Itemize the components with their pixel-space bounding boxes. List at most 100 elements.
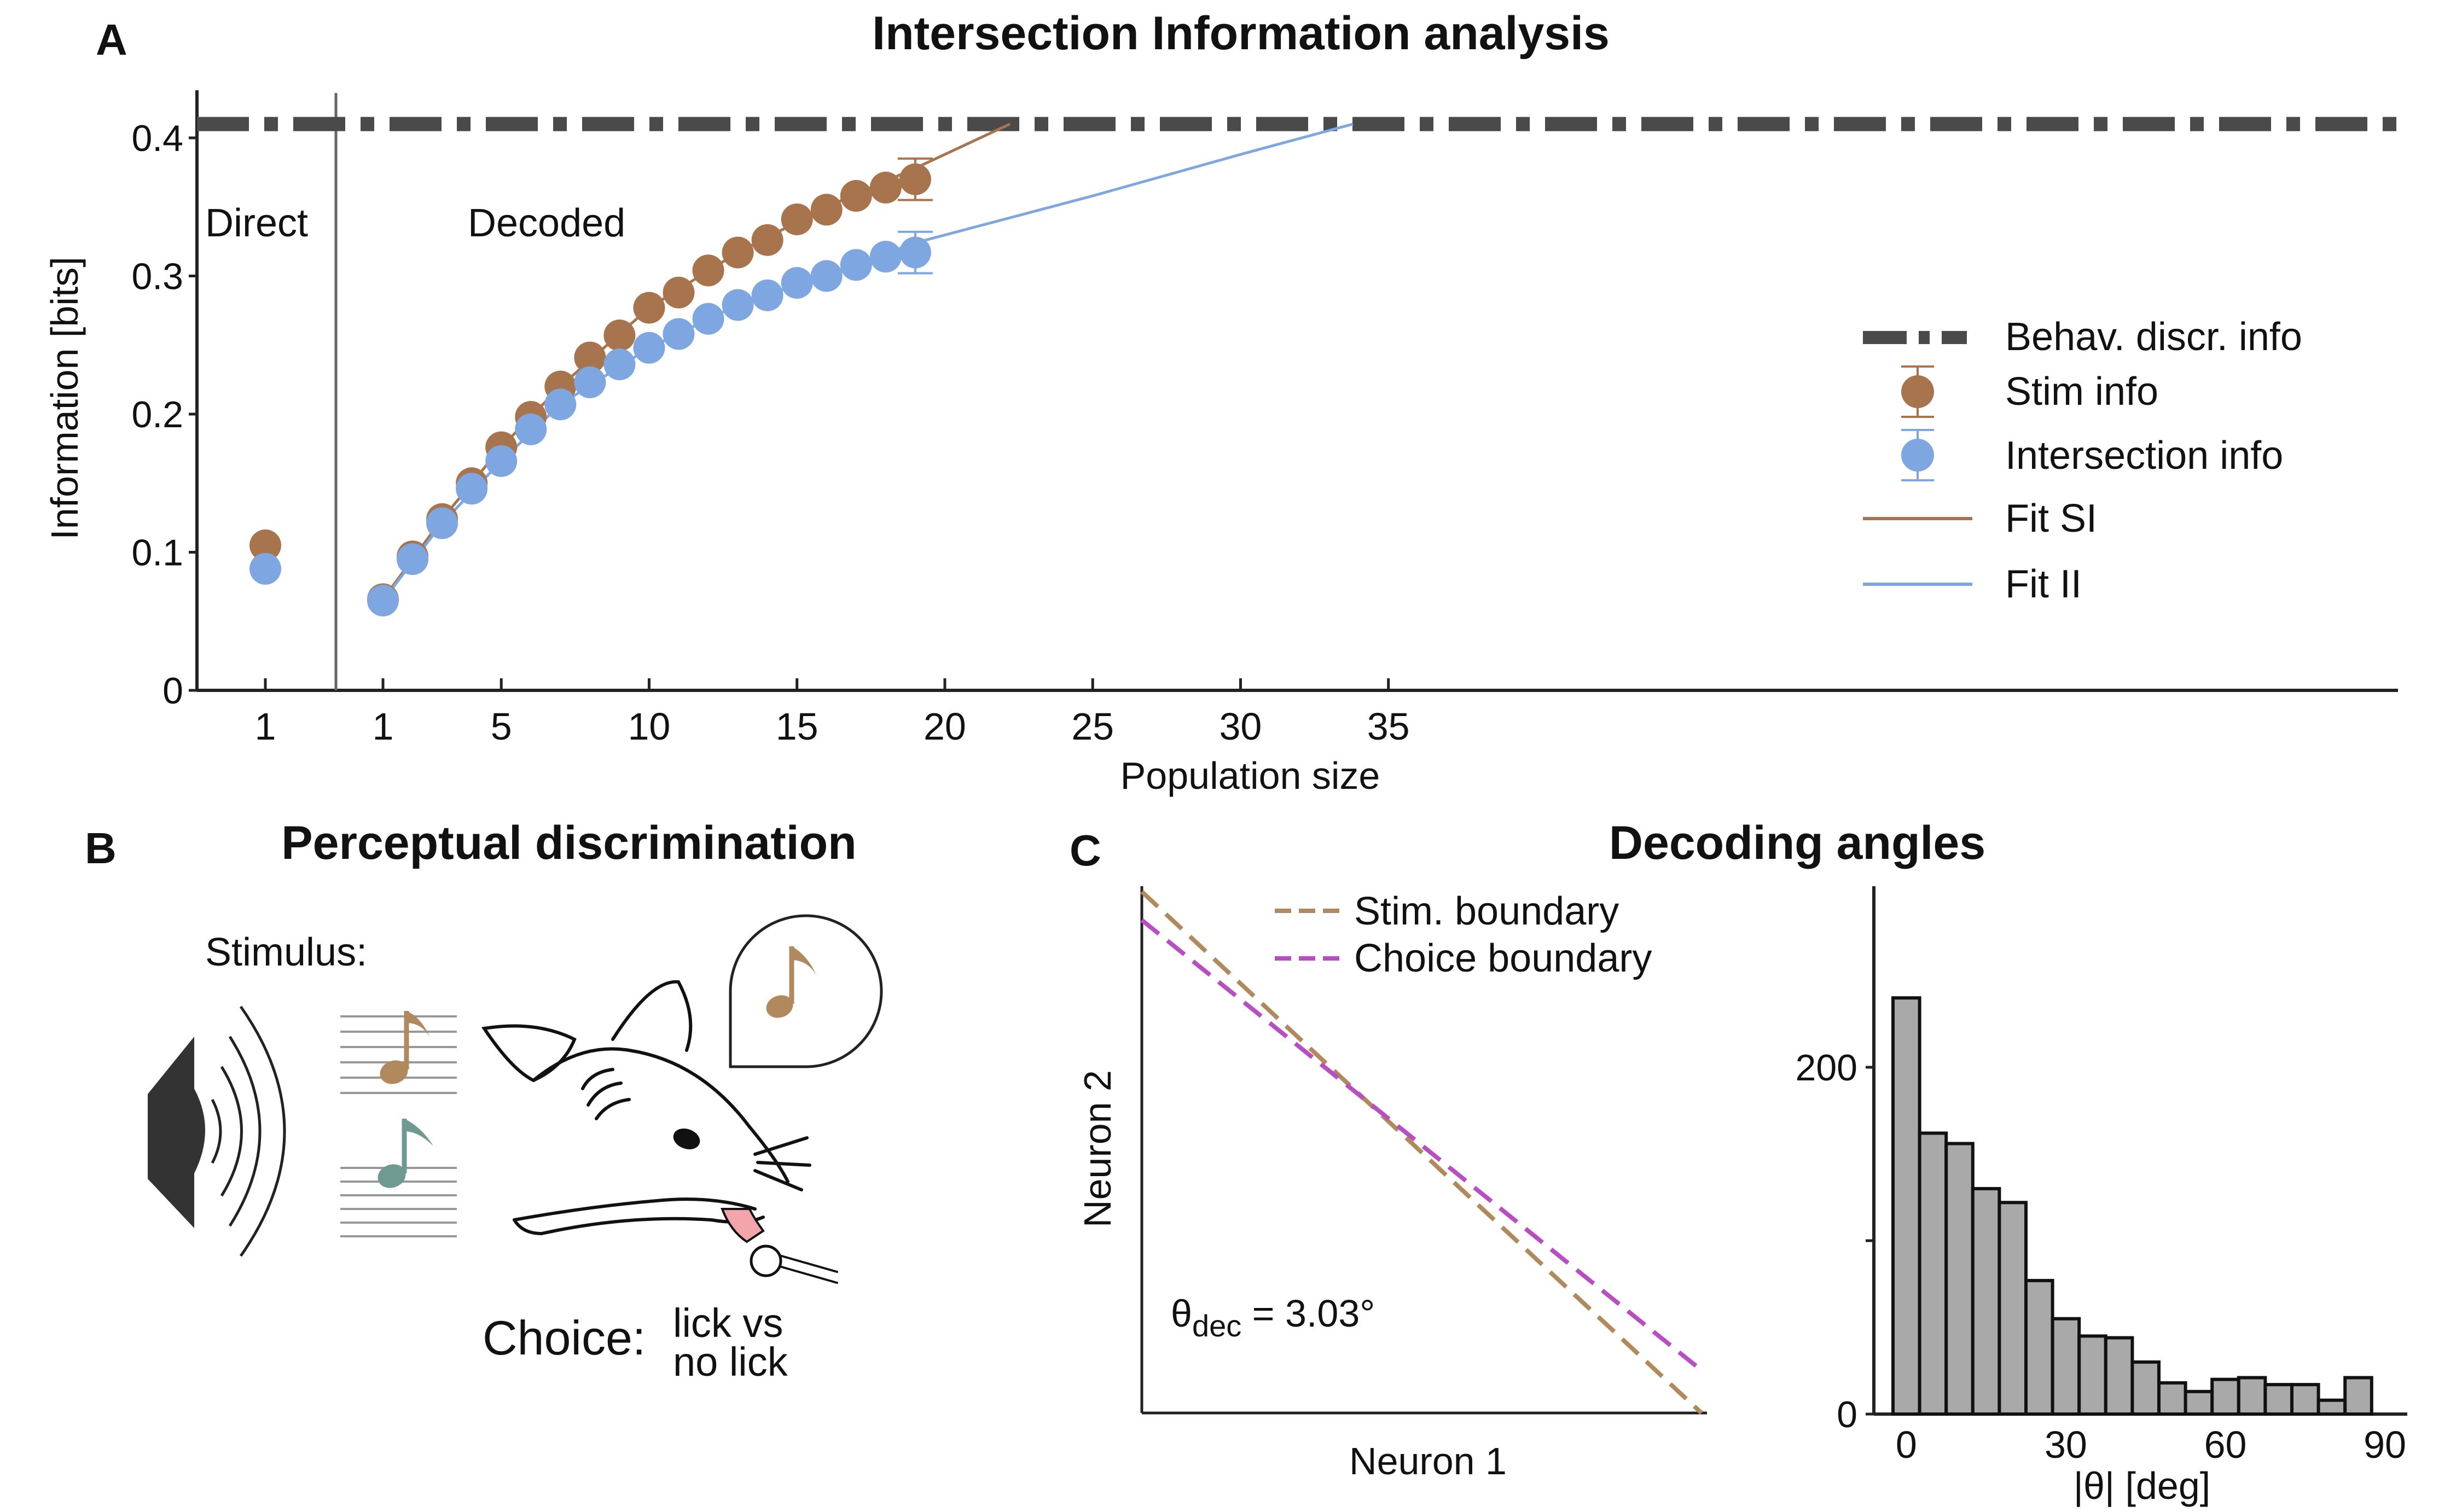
speech-bubble-note-icon bbox=[729, 914, 883, 1068]
choice-label: Choice: bbox=[483, 1311, 646, 1365]
intersection-info-point bbox=[603, 348, 636, 381]
legend-behav-label: Behav. discr. info bbox=[2005, 315, 2302, 359]
panel-a-title: Intersection Information analysis bbox=[872, 7, 1610, 60]
direct-stim-info-point bbox=[249, 529, 281, 561]
intersection-info-point bbox=[840, 249, 872, 281]
histogram-bar bbox=[2024, 1278, 2054, 1416]
intersection-info-point bbox=[633, 332, 665, 364]
stim-info-point bbox=[840, 180, 872, 212]
panel-a: A Intersection Information analysis 0 0.1… bbox=[43, 7, 2398, 797]
intersection-info-point bbox=[544, 388, 577, 421]
histogram-bar bbox=[2263, 1383, 2293, 1416]
panel-a-letter: A bbox=[96, 15, 127, 64]
histogram-bar bbox=[2184, 1389, 2214, 1416]
histogram-bar bbox=[2157, 1381, 2187, 1416]
legend-stim-boundary-label: Stim. boundary bbox=[1354, 889, 1619, 933]
a-x-tick-label: 25 bbox=[1071, 705, 1114, 748]
c1-y-axis-label: Neuron 2 bbox=[1076, 1070, 1119, 1228]
histogram-bar bbox=[2104, 1336, 2134, 1416]
stim-info-point bbox=[663, 276, 695, 309]
histogram-x-tick-label: 90 bbox=[2364, 1423, 2406, 1466]
legend-fit-ii-label: Fit II bbox=[2005, 562, 2082, 606]
histogram-bar bbox=[2210, 1377, 2240, 1416]
intersection-info-point bbox=[781, 267, 813, 299]
a-y-tick-label: 0.2 bbox=[131, 394, 183, 435]
a-y-tick-label: 0.1 bbox=[131, 532, 183, 574]
intersection-info-point bbox=[751, 279, 783, 311]
a-y-ticks: 0 0.1 0.2 0.3 0.4 bbox=[131, 118, 197, 712]
a-x-tick-label: 30 bbox=[1220, 705, 1262, 748]
histogram-bar bbox=[1944, 1142, 1975, 1416]
legend-fit-si-label: Fit SI bbox=[2005, 497, 2097, 540]
legend-choice-boundary-label: Choice boundary bbox=[1354, 937, 1652, 980]
histogram-bar bbox=[2077, 1334, 2107, 1416]
intersection-info-point bbox=[692, 303, 724, 335]
choice-option-line1: lick vs bbox=[673, 1300, 783, 1346]
stim-info-point bbox=[574, 341, 606, 374]
a-x-tick-label: 35 bbox=[1367, 705, 1410, 748]
staff-green-note-icon bbox=[340, 1119, 457, 1237]
histogram-y-tick-label: 0 bbox=[1837, 1394, 1857, 1435]
stim-info-point bbox=[633, 292, 665, 324]
stimulus-label: Stimulus: bbox=[205, 931, 367, 974]
histogram-bar bbox=[1891, 996, 1921, 1416]
a-x-tick-label: 5 bbox=[491, 705, 512, 748]
histogram-bar bbox=[1971, 1187, 2001, 1416]
histogram-bar bbox=[2051, 1317, 2081, 1416]
choice-option-line2: no lick bbox=[673, 1339, 788, 1385]
intersection-info-point bbox=[515, 413, 547, 445]
histogram-bar bbox=[2343, 1376, 2373, 1416]
stim-info-point bbox=[751, 224, 783, 256]
intersection-info-point bbox=[810, 260, 843, 292]
a-y-axis-label: Information [bits] bbox=[43, 257, 86, 539]
a-y-tick-label: 0 bbox=[162, 670, 183, 712]
c2-x-axis-label: |θ| [deg] bbox=[2074, 1464, 2210, 1507]
histogram-bar bbox=[1998, 1201, 2028, 1416]
legend-stim-label: Stim info bbox=[2005, 370, 2158, 414]
histogram-bars bbox=[1891, 996, 2373, 1416]
panel-c-title: Decoding angles bbox=[1609, 817, 1985, 869]
intersection-info-point bbox=[367, 584, 399, 617]
histogram-x-ticks: 0 30 60 90 bbox=[1896, 1423, 2406, 1466]
histogram-bar bbox=[2130, 1360, 2161, 1416]
intersection-info-point bbox=[485, 445, 518, 477]
panel-b-letter: B bbox=[85, 824, 117, 873]
histogram-bar bbox=[2237, 1376, 2267, 1416]
intersection-info-point bbox=[869, 241, 902, 273]
mouse-icon bbox=[481, 980, 838, 1284]
histogram-x-tick-label: 30 bbox=[2045, 1423, 2087, 1466]
staff-brown-note-icon bbox=[340, 1011, 457, 1094]
intersection-info-point bbox=[456, 473, 488, 505]
histogram-bar bbox=[2290, 1383, 2320, 1416]
intersection-info-point bbox=[663, 318, 695, 350]
histogram-y-tick-label: 200 bbox=[1796, 1047, 1857, 1089]
intersection-info-point bbox=[426, 507, 458, 539]
stim-info-point bbox=[692, 254, 724, 287]
histogram-bar bbox=[1918, 1131, 1948, 1416]
legend-ii-label: Intersection info bbox=[2005, 434, 2283, 478]
stim-info-point bbox=[603, 319, 636, 352]
stim-info-point bbox=[722, 236, 754, 269]
a-data-points bbox=[249, 157, 933, 617]
a-x-tick-label: 1 bbox=[255, 705, 276, 748]
a-y-tick-label: 0.4 bbox=[131, 118, 183, 159]
legend-stim-swatch bbox=[1901, 375, 1934, 408]
speaker-icon bbox=[148, 1005, 286, 1257]
stim-info-point bbox=[781, 203, 813, 235]
panel-b-title: Perceptual discrimination bbox=[281, 817, 856, 869]
a-direct-label: Direct bbox=[205, 201, 308, 245]
a-legend: Behav. discr. info Stim info Intersectio… bbox=[1863, 315, 2302, 606]
a-y-tick-label: 0.3 bbox=[131, 256, 183, 298]
intersection-info-point bbox=[899, 236, 931, 269]
panel-b: B Perceptual discrimination Stimulus: bbox=[85, 817, 883, 1385]
histogram-y-ticks: 0 200 bbox=[1796, 1047, 1874, 1435]
intersection-info-point bbox=[397, 543, 429, 575]
panel-c-letter: C bbox=[1070, 826, 1101, 875]
theta-dec-annotation: θdec = 3.03° bbox=[1171, 1292, 1375, 1343]
a-x-ticks: 1 1 5 10 15 20 25 30 35 bbox=[255, 678, 1410, 748]
legend-ii-swatch bbox=[1901, 439, 1934, 472]
stim-info-point bbox=[899, 163, 931, 195]
a-x-tick-label: 1 bbox=[373, 705, 394, 748]
intersection-info-point bbox=[574, 366, 606, 398]
c1-x-axis-label: Neuron 1 bbox=[1349, 1440, 1507, 1482]
